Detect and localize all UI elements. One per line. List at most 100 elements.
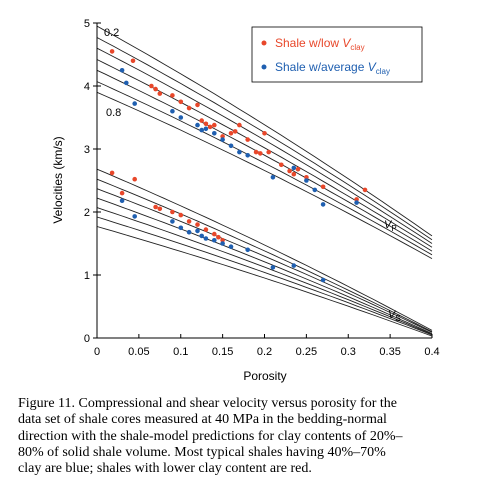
- caption-line-3: direction with the shale-model predictio…: [18, 429, 490, 445]
- low-vclay-vp-point: [229, 131, 234, 136]
- low-vclay-vp-point: [363, 188, 368, 193]
- legend-marker-low: [262, 41, 267, 46]
- low-vclay-vs-point: [216, 235, 221, 240]
- vp-model-curve: [97, 92, 432, 258]
- low-vclay-vp-point: [279, 163, 284, 168]
- average-vclay-vp-point: [237, 150, 242, 155]
- average-vclay-vp-point: [195, 123, 200, 128]
- average-vclay-vp-point: [354, 200, 359, 205]
- low-vclay-vp-point: [321, 185, 326, 190]
- average-vclay-vs-point: [229, 244, 234, 249]
- vp-label: VP: [384, 219, 397, 233]
- average-vclay-vp-point: [124, 81, 129, 86]
- legend-label-low-sub: clay: [350, 43, 364, 52]
- x-tick-label: 0.15: [212, 346, 233, 358]
- average-vclay-vs-point: [170, 219, 175, 224]
- low-vclay-vs-point: [212, 232, 217, 237]
- low-vclay-vp-point: [296, 167, 301, 172]
- low-vclay-vp-point: [179, 100, 184, 105]
- legend-label-average-base: Shale w/average: [275, 60, 368, 74]
- average-vclay-vp-point: [304, 178, 309, 183]
- caption-line-1: Figure 11. Compressional and shear veloc…: [18, 396, 490, 412]
- average-vclay-vp-point: [220, 137, 225, 142]
- legend-label-average: Shale w/average Vclay: [275, 60, 390, 76]
- average-vclay-vp-point: [120, 68, 125, 73]
- average-vclay-vs-point: [292, 263, 297, 268]
- legend-marker-average: [262, 65, 267, 70]
- y-tick-label: 4: [84, 81, 90, 93]
- low-vclay-vs-point: [153, 205, 158, 210]
- vs-model-curve: [97, 227, 432, 337]
- average-vclay-vs-point: [132, 214, 137, 219]
- average-vclay-vs-point: [204, 236, 209, 241]
- x-tick-label: 0.3: [341, 346, 356, 358]
- vp-model-curve: [97, 82, 432, 255]
- legend: Shale w/low Vclay Shale w/average Vclay: [252, 27, 422, 82]
- average-vclay-vs-point: [179, 226, 184, 231]
- y-tick-label: 1: [84, 270, 90, 282]
- low-vclay-vs-point: [170, 210, 175, 215]
- vp-label-sub: P: [391, 224, 396, 233]
- legend-label-low-base: Shale w/low: [275, 36, 342, 50]
- y-axis-title: Velocities (km/s): [51, 136, 65, 223]
- caption-line-4: 80% of solid shale volume. Most typical …: [18, 445, 490, 461]
- average-vclay-vp-point: [132, 101, 137, 106]
- average-vclay-vs-point: [195, 229, 200, 234]
- caption-line-5: clay are blue; shales with lower clay co…: [18, 461, 490, 477]
- low-vclay-vp-point: [158, 91, 163, 96]
- legend-label-average-sub: clay: [376, 67, 390, 76]
- x-tick-label: 0.05: [128, 346, 149, 358]
- average-vclay-vs-point: [245, 248, 250, 253]
- average-vclay-vp-point: [170, 109, 175, 114]
- y-tick-label: 5: [84, 18, 90, 30]
- low-vclay-vp-point: [262, 131, 267, 136]
- x-tick-label: 0.25: [296, 346, 317, 358]
- vp-model-curve: [97, 70, 432, 251]
- figure-caption: Figure 11. Compressional and shear veloc…: [18, 396, 490, 477]
- low-vclay-vp-point: [287, 169, 292, 174]
- low-vclay-vp-point: [153, 87, 158, 92]
- x-tick-label: 0.35: [379, 346, 400, 358]
- low-vclay-vp-point: [266, 150, 271, 155]
- low-vclay-vs-point: [158, 207, 163, 212]
- average-vclay-vp-point: [199, 128, 204, 133]
- low-vclay-vp-point: [199, 118, 204, 123]
- low-vclay-vs-point: [187, 219, 192, 224]
- average-vclay-vp-point: [229, 144, 234, 149]
- low-vclay-vp-point: [170, 93, 175, 98]
- average-vclay-vs-point: [321, 278, 326, 283]
- low-vclay-vs-point: [110, 171, 115, 176]
- low-vclay-vp-point: [110, 49, 115, 54]
- vs-label-sub: S: [395, 314, 400, 323]
- x-tick-label: 0.2: [257, 346, 272, 358]
- average-vclay-vp-point: [292, 166, 297, 171]
- curve-label-top: 0.2: [104, 27, 119, 39]
- y-tick-label: 3: [84, 144, 90, 156]
- low-vclay-vp-point: [245, 137, 250, 142]
- caption-line-2: data set of shale cores measured at 40 M…: [18, 412, 490, 428]
- x-tick-label: 0.4: [424, 346, 439, 358]
- low-vclay-vs-point: [179, 213, 184, 218]
- average-vclay-vp-point: [179, 115, 184, 120]
- vs-label: VS: [388, 309, 401, 323]
- average-vclay-vp-point: [271, 175, 276, 180]
- low-vclay-vp-point: [204, 122, 209, 127]
- low-vclay-vp-point: [258, 151, 263, 156]
- average-vclay-vp-point: [212, 131, 217, 136]
- low-vclay-vs-point: [204, 227, 209, 232]
- low-vclay-vs-point: [120, 191, 125, 196]
- average-vclay-vp-point: [313, 188, 318, 193]
- vp-model-curve: [97, 60, 432, 248]
- y-tick-label: 2: [84, 207, 90, 219]
- velocity-porosity-chart: 0 0.05 0.1 0.15 0.2 0.25 0.3 0.35 0.4 0 1 2 3 4 5 Velo…: [0, 0, 495, 395]
- average-vclay-vp-point: [245, 153, 250, 158]
- low-vclay-vp-point: [254, 150, 259, 155]
- x-tick-label: 0.1: [173, 346, 188, 358]
- low-vclay-vs-point: [195, 222, 200, 227]
- low-vclay-vp-point: [233, 129, 238, 134]
- low-vclay-vs-point: [132, 177, 137, 182]
- low-vclay-vp-point: [149, 84, 154, 89]
- average-vclay-vs-point: [199, 234, 204, 239]
- low-vclay-vp-point: [212, 123, 217, 128]
- vs-model-curve: [97, 217, 432, 335]
